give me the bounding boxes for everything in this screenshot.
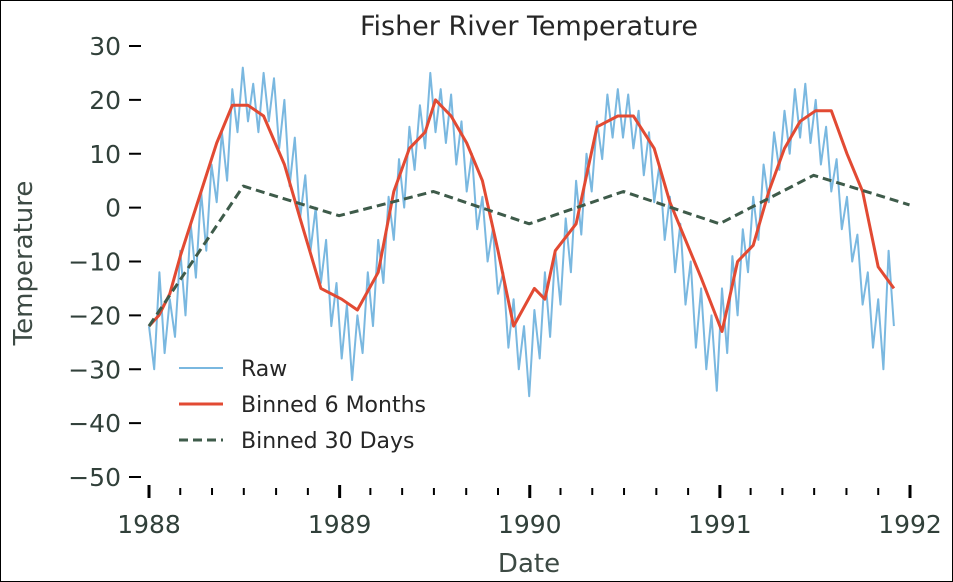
y-tick-label: 30 <box>89 32 121 61</box>
x-tick-label: 1988 <box>117 510 181 539</box>
y-tick-label: 0 <box>105 194 121 223</box>
x-tick-label: 1991 <box>688 510 752 539</box>
series-layer <box>147 66 910 398</box>
axes-layer: 30 20 10 0 −10 −20 −30 −40 −50 1988 1989 1990 1991 19… <box>68 32 942 539</box>
legend-label: Binned 6 Months <box>241 393 426 418</box>
legend-label: Raw <box>241 357 287 382</box>
legend-label: Binned 30 Days <box>241 429 414 454</box>
y-tick-label: −40 <box>68 409 121 438</box>
x-tick-label: 1992 <box>878 510 942 539</box>
y-axis-label: Temperature <box>9 181 39 347</box>
x-tick-label: 1990 <box>498 510 562 539</box>
series-line-binned-30-days <box>147 173 910 327</box>
y-tick-label: 10 <box>89 140 121 169</box>
x-tick-label: 1989 <box>308 510 372 539</box>
y-tick-label: −10 <box>68 248 121 277</box>
y-tick-label: 20 <box>89 86 121 115</box>
x-axis-label: Date <box>498 549 560 579</box>
y-tick-label: −20 <box>68 301 121 330</box>
legend: Raw Binned 6 Months Binned 30 Days <box>179 357 426 454</box>
chart-title: Fisher River Temperature <box>360 11 698 42</box>
y-tick-label: −30 <box>68 355 121 384</box>
y-tick-label: −50 <box>68 463 121 492</box>
series-line-binned-6-months <box>147 98 896 333</box>
series-line-raw <box>148 66 895 398</box>
